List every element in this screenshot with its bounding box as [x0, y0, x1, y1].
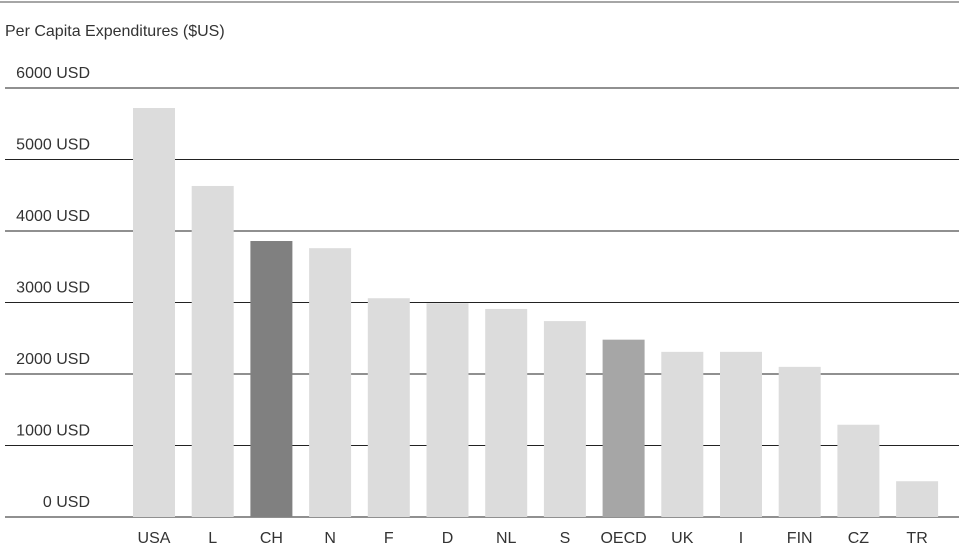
bar	[896, 481, 939, 517]
x-tick-label: UK	[671, 530, 694, 547]
bar	[250, 241, 293, 517]
y-tick-label: 5000 USD	[16, 137, 90, 154]
bar	[426, 303, 469, 517]
x-tick-label: USA	[138, 530, 171, 547]
x-tick-label: D	[442, 530, 454, 547]
bar	[133, 108, 175, 518]
bar	[543, 321, 586, 517]
y-tick-label: 6000 USD	[16, 65, 90, 82]
x-tick-label: FIN	[787, 530, 813, 547]
bar	[837, 424, 880, 517]
y-tick-label: 4000 USD	[16, 208, 90, 225]
bar	[191, 185, 234, 517]
y-tick-label: 2000 USD	[16, 351, 90, 368]
x-tick-label: S	[560, 530, 571, 547]
x-tick-label: OECD	[600, 530, 646, 547]
bar	[367, 298, 410, 517]
x-tick-label: F	[384, 530, 394, 547]
y-tick-label: 1000 USD	[16, 423, 90, 440]
bar	[309, 248, 352, 517]
y-tick-label: 3000 USD	[16, 280, 90, 297]
bar	[602, 339, 645, 517]
x-tick-label: L	[208, 530, 217, 547]
x-tick-label: N	[324, 530, 336, 547]
bar	[778, 366, 821, 517]
x-tick-label: TR	[906, 530, 927, 547]
chart-title: Per Capita Expenditures ($US)	[5, 23, 225, 40]
x-tick-label: CZ	[848, 530, 870, 547]
x-tick-label: I	[739, 530, 743, 547]
bar	[485, 308, 528, 517]
y-tick-label: 0 USD	[43, 494, 90, 511]
bar	[661, 351, 704, 517]
bar	[720, 351, 762, 517]
x-tick-label: CH	[260, 530, 283, 547]
x-tick-label: NL	[496, 530, 517, 547]
